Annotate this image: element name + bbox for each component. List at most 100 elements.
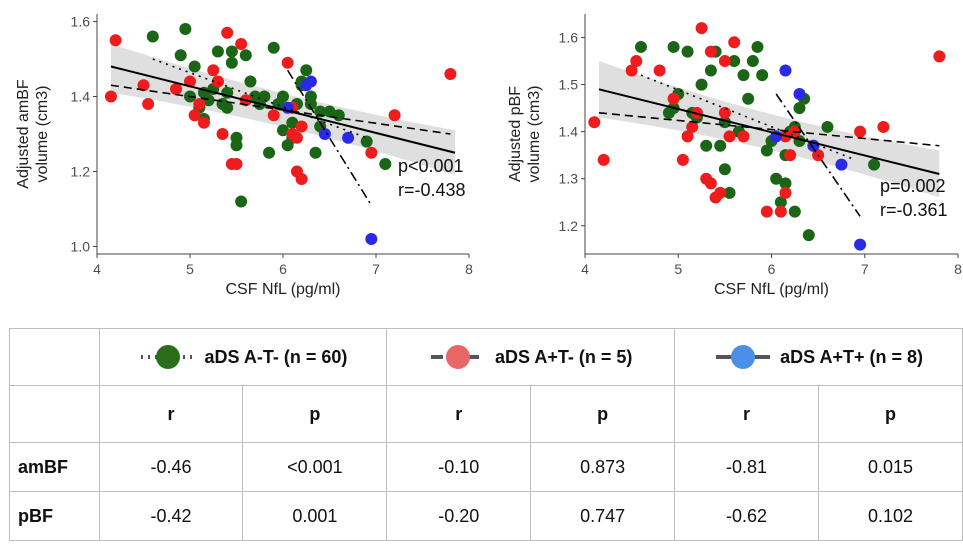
data-point [821,120,834,133]
legend-key-dashed [431,345,486,369]
data-point [653,64,666,77]
data-point [179,23,192,35]
data-point [109,34,122,47]
x-tick-label: 5 [674,261,682,277]
data-point [230,158,243,170]
data-point [277,124,289,137]
subheader-p: p [530,385,676,443]
data-point [718,55,731,68]
data-point [723,130,736,143]
data-point [211,45,224,58]
scatter-plots: 4 5 6 7 8 1.0 1.2 1.4 1.6 CSF NfL (pg/ml) Adjusted… [15,14,962,299]
x-tick-label: 8 [465,261,473,277]
data-point [667,40,680,53]
data-point [379,158,392,170]
data-point [170,83,183,95]
data-point [211,75,224,88]
data-point [281,56,294,69]
stat-annotation: p<0.001 [398,156,464,176]
table-cell: 0.873 [530,442,676,492]
data-point [774,205,787,218]
data-point [342,131,355,144]
table-row: amBF -0.46 <0.001 -0.10 0.873 -0.81 0.01… [9,442,963,492]
data-point [202,94,215,107]
data-point [793,88,806,100]
x-tick-label: 7 [861,261,869,277]
table-cell: -0.42 [98,491,244,541]
legend-group-at-neg: aDS A-T- (n = 60) [98,328,388,386]
data-point [323,105,336,118]
y-tick-label: 1.3 [559,171,579,187]
table-cell: 0.747 [530,491,676,541]
plot-pbf: 4 5 6 7 8 1.2 1.3 1.4 1.5 1.6 CSF NfL (pg/ml) Adjus… [507,14,962,298]
data-point [667,92,680,105]
table-cell: 0.001 [242,491,388,541]
legend-label: aDS A-T- (n = 60) [204,346,348,367]
data-point [714,139,727,152]
group-fit-line [598,112,940,147]
x-axis-label: CSF NfL (pg/ml) [226,281,341,298]
table-row: pBF -0.42 0.001 -0.20 0.747 -0.62 0.102 [9,491,963,541]
data-point [718,106,731,119]
table-cell: -0.62 [674,491,819,541]
data-point [793,102,806,115]
data-point [258,90,271,103]
y-axis-label: Adjusted pBF volume (cm3) [507,86,543,183]
data-point [779,64,792,77]
group-fit-line [110,84,451,135]
data-point [676,153,689,166]
data-point [704,45,717,58]
subheader-p: p [242,385,388,443]
data-point [760,205,773,218]
data-point [695,22,708,35]
data-point [184,75,196,88]
data-point [737,69,750,82]
data-point [728,55,741,68]
data-point [588,116,601,129]
y-tick-label: 1.0 [71,239,91,255]
data-point [714,186,727,199]
legend-dot-red [446,345,471,369]
data-point [244,75,257,88]
stat-annotation: r=-0.361 [880,200,948,220]
data-point [174,49,187,62]
data-point [933,50,946,63]
data-point [263,146,276,159]
data-point [188,60,201,73]
data-point [216,128,229,140]
data-point [235,38,248,50]
y-tick-label: 1.5 [559,77,579,93]
subheader-p: p [817,385,963,443]
data-point [230,139,243,152]
data-point [365,233,378,245]
data-point [718,163,731,176]
data-point [239,49,252,62]
subheader-blank [9,385,100,443]
table-cell: -0.81 [674,442,819,492]
data-point [318,128,331,140]
data-point [235,195,248,208]
subheader-r: r [674,385,819,443]
data-point [277,90,289,103]
data-point [304,90,317,103]
data-point [760,144,773,157]
legend-group-apos-tneg: aDS A+T- (n = 5) [386,328,676,386]
legend-key-solid [716,345,771,369]
data-point [681,45,694,58]
row-label: pBF [9,491,100,541]
y-tick-label: 1.4 [559,124,579,140]
x-tick-label: 4 [93,261,101,277]
data-point [756,69,769,82]
x-tick-label: 5 [186,261,194,277]
data-point [142,98,155,110]
overall-fit-line [598,88,940,175]
data-point [295,173,308,185]
x-tick-label: 6 [279,261,287,277]
data-point [225,45,238,58]
x-tick-label: 7 [372,261,380,277]
x-tick-label: 4 [581,261,589,277]
data-point [742,92,755,105]
data-point [835,158,848,171]
stat-annotation: p=0.002 [880,176,946,196]
data-point [286,116,299,129]
